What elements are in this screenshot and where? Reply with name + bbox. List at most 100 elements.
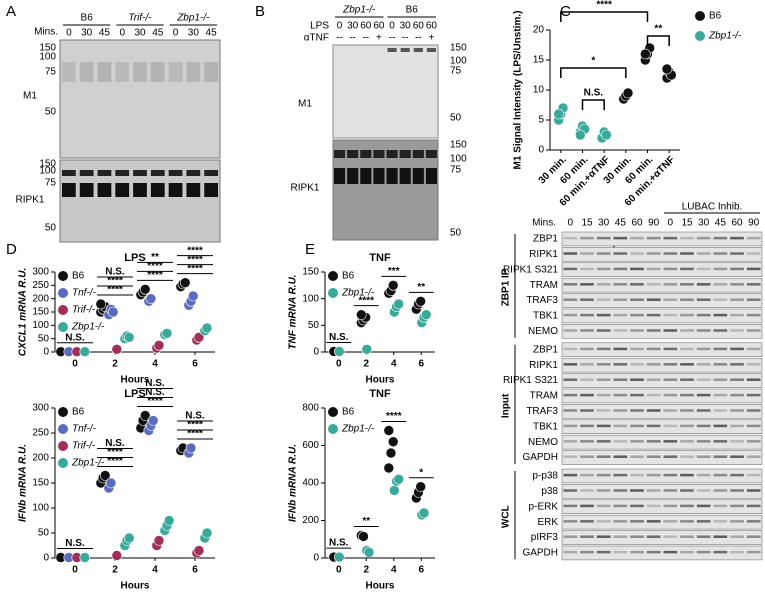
band [580, 424, 594, 428]
band [580, 283, 594, 286]
marker-label: 150 [450, 140, 467, 151]
dot [107, 306, 119, 318]
band [563, 409, 578, 412]
sig-label: N.S. [145, 387, 165, 398]
sig-label: N.S. [65, 538, 85, 549]
band [646, 424, 661, 428]
x-tick-label: 0 [336, 565, 342, 576]
y-tick-label: 100 [32, 320, 49, 331]
sig-label: N.S. [329, 538, 349, 549]
band [696, 455, 711, 458]
band [613, 440, 628, 443]
section-label: Input [501, 393, 512, 418]
band [387, 48, 397, 52]
legend-marker [328, 424, 338, 434]
band [680, 329, 694, 332]
lane-label: 30 [698, 218, 710, 229]
band [730, 550, 744, 554]
mins-label: Mins. [532, 218, 556, 229]
y-tick-label: 250 [32, 428, 49, 439]
band [646, 440, 661, 443]
bracket [560, 67, 627, 78]
band [746, 440, 761, 443]
band [563, 504, 578, 508]
sig-label: ** [417, 282, 425, 293]
band [680, 504, 694, 508]
bracket [560, 11, 649, 22]
band [713, 504, 728, 508]
band [115, 170, 130, 176]
dot [193, 332, 205, 343]
x-tick-label: 4 [152, 359, 158, 370]
band [596, 535, 611, 538]
band [596, 347, 611, 351]
band [334, 168, 346, 184]
band [613, 520, 628, 523]
band [663, 378, 678, 381]
blot-image [59, 39, 221, 159]
band [746, 473, 761, 477]
band [730, 347, 744, 351]
band [663, 252, 678, 255]
dot [420, 309, 432, 320]
band [596, 283, 611, 286]
marker-label: 100 [450, 56, 467, 67]
dot [363, 547, 375, 558]
band [613, 298, 628, 301]
band [630, 440, 644, 443]
row-label: RIPK1 S321 [503, 264, 558, 275]
x-axis-label: Hours [121, 375, 150, 386]
dot [139, 284, 151, 295]
band [730, 267, 744, 271]
band [646, 252, 661, 255]
row-label: TRAF3 [526, 295, 558, 306]
band [613, 504, 628, 508]
marker-label: 75 [45, 67, 57, 78]
band [386, 168, 398, 184]
band [746, 283, 761, 286]
marker-label: 50 [45, 107, 57, 118]
y-axis-label: IFNb mRNA R.U. [288, 444, 299, 522]
y-axis-label: CXCL1 mRNA R.U. [18, 268, 29, 357]
sig-label: ** [151, 252, 159, 263]
sig-label: **** [187, 420, 203, 431]
y-tick-label: 100 [32, 503, 49, 514]
legend-marker [58, 305, 68, 315]
sig-label: **** [187, 245, 203, 256]
band [663, 504, 678, 508]
band [150, 183, 165, 197]
sig-label: **** [147, 396, 163, 407]
panel-letter: E [305, 241, 315, 258]
row-label: p-p38 [532, 471, 558, 482]
lane-label: 45 [152, 28, 164, 39]
lane-label: 15 [581, 218, 593, 229]
y-tick-label: 800 [302, 403, 319, 414]
dot [333, 346, 345, 357]
band [713, 283, 728, 286]
blot-image [561, 231, 763, 247]
dot [383, 462, 395, 474]
band [696, 550, 711, 554]
band [680, 473, 694, 477]
y-tick-label: 200 [32, 453, 49, 464]
lane-label: 60 [373, 21, 385, 32]
band [696, 313, 711, 317]
dot [553, 108, 564, 120]
band [730, 473, 744, 477]
panel-letter: D [6, 241, 17, 258]
band [646, 409, 661, 412]
band [646, 520, 661, 523]
band [613, 455, 628, 458]
band [746, 550, 761, 554]
band [580, 267, 594, 271]
dot [361, 344, 373, 355]
y-tick-label: 300 [32, 403, 49, 414]
band [426, 48, 436, 52]
band [713, 363, 728, 366]
band [563, 267, 578, 271]
y-tick-label: 150 [32, 478, 49, 489]
row-label: RIPK1 [16, 195, 45, 206]
band [334, 150, 346, 158]
row-label: TRAF3 [526, 406, 558, 417]
row-label: GAPDH [522, 548, 558, 559]
